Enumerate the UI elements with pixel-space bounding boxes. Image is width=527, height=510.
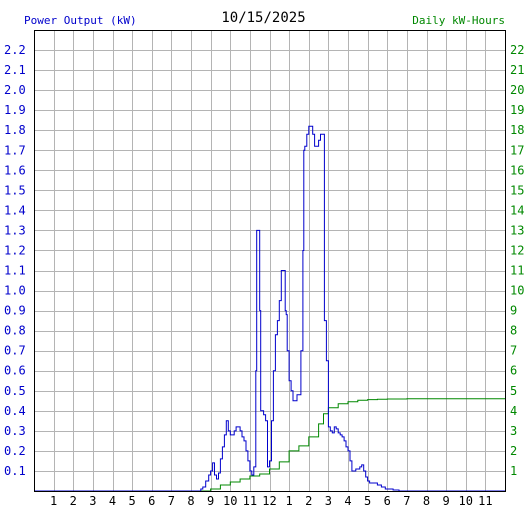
right-tick-label: 6	[510, 364, 517, 378]
left-tick-label: 0.4	[4, 404, 26, 418]
left-tick-label: 1.7	[4, 143, 26, 157]
x-tick-label: 6	[384, 494, 391, 508]
x-tick-label: 5	[364, 494, 371, 508]
right-tick-label: 11	[510, 264, 524, 278]
x-tick-label: 9	[443, 494, 450, 508]
left-tick-label: 0.5	[4, 384, 26, 398]
x-tick-label: 11	[243, 494, 257, 508]
chart-grid	[34, 30, 505, 491]
left-tick-label: 0.1	[4, 464, 26, 478]
right-tick-label: 13	[510, 223, 524, 237]
x-tick-label: 4	[109, 494, 116, 508]
power-series	[34, 125, 505, 492]
energy-line	[34, 398, 505, 492]
right-tick-label: 15	[510, 183, 524, 197]
right-tick-label: 2	[510, 444, 517, 458]
left-tick-label: 1.0	[4, 284, 26, 298]
left-tick-label: 0.6	[4, 364, 26, 378]
x-tick-label: 7	[403, 494, 410, 508]
left-tick-label: 1.5	[4, 183, 26, 197]
right-tick-label: 12	[510, 243, 524, 257]
x-tick-label: 1	[286, 494, 293, 508]
right-tick-label: 1	[510, 464, 517, 478]
x-tick-label: 2	[70, 494, 77, 508]
x-tick-label: 9	[207, 494, 214, 508]
x-tick-label: 1	[50, 494, 57, 508]
right-tick-label: 16	[510, 163, 524, 177]
left-tick-label: 1.4	[4, 203, 26, 217]
right-tick-label: 9	[510, 304, 517, 318]
left-tick-label: 2.0	[4, 83, 26, 97]
right-tick-label: 18	[510, 123, 524, 137]
right-tick-label: 4	[510, 404, 517, 418]
power-line	[34, 125, 505, 492]
right-tick-label: 5	[510, 384, 517, 398]
energy-series	[34, 398, 505, 492]
x-tick-label: 10	[223, 494, 237, 508]
left-tick-labels: 0.1 0.2 0.3 0.4 0.5 0.6 0.7 0.8 0.9 1.0 1.1 1.2 1.3 1…	[4, 43, 26, 478]
left-tick-label: 1.3	[4, 223, 26, 237]
left-tick-label: 0.9	[4, 304, 26, 318]
left-tick-label: 0.8	[4, 324, 26, 338]
x-tick-label: 3	[89, 494, 96, 508]
right-tick-label: 22	[510, 43, 524, 57]
left-tick-label: 2.1	[4, 63, 26, 77]
left-tick-label: 1.6	[4, 163, 26, 177]
right-tick-label: 21	[510, 63, 524, 77]
x-tick-label: 10	[459, 494, 473, 508]
right-tick-label: 8	[510, 324, 517, 338]
x-tick-label: 12	[262, 494, 276, 508]
x-tick-label: 4	[344, 494, 351, 508]
left-tick-label: 0.3	[4, 424, 26, 438]
left-tick-label: 1.9	[4, 103, 26, 117]
right-tick-label: 17	[510, 143, 524, 157]
chart-title: 10/15/2025	[221, 10, 306, 26]
right-axis-title: Daily kW-Hours	[412, 14, 505, 27]
left-tick-label: 1.8	[4, 123, 26, 137]
left-tick-label: 1.2	[4, 243, 26, 257]
x-tick-labels: 1 2 3 4 5 6 7 8 9 10 11 12 1 2 3 4 5 6 7 8 9 10 11	[50, 494, 493, 508]
x-tick-label: 7	[168, 494, 175, 508]
left-tick-label: 2.2	[4, 43, 26, 57]
x-tick-label: 6	[148, 494, 155, 508]
x-tick-label: 11	[478, 494, 492, 508]
plot-frame	[34, 30, 506, 492]
right-tick-label: 3	[510, 424, 517, 438]
right-tick-label: 10	[510, 284, 524, 298]
right-tick-label: 14	[510, 203, 524, 217]
left-tick-label: 0.7	[4, 344, 26, 358]
left-tick-label: 1.1	[4, 264, 26, 278]
x-tick-label: 2	[305, 494, 312, 508]
x-tick-label: 3	[325, 494, 332, 508]
right-tick-label: 7	[510, 344, 517, 358]
x-tick-label: 5	[129, 494, 136, 508]
left-axis-title: Power Output (kW)	[24, 14, 137, 27]
right-tick-label: 20	[510, 83, 524, 97]
x-tick-label: 8	[423, 494, 430, 508]
left-tick-label: 0.2	[4, 444, 26, 458]
right-tick-label: 19	[510, 103, 524, 117]
x-tick-label: 8	[187, 494, 194, 508]
